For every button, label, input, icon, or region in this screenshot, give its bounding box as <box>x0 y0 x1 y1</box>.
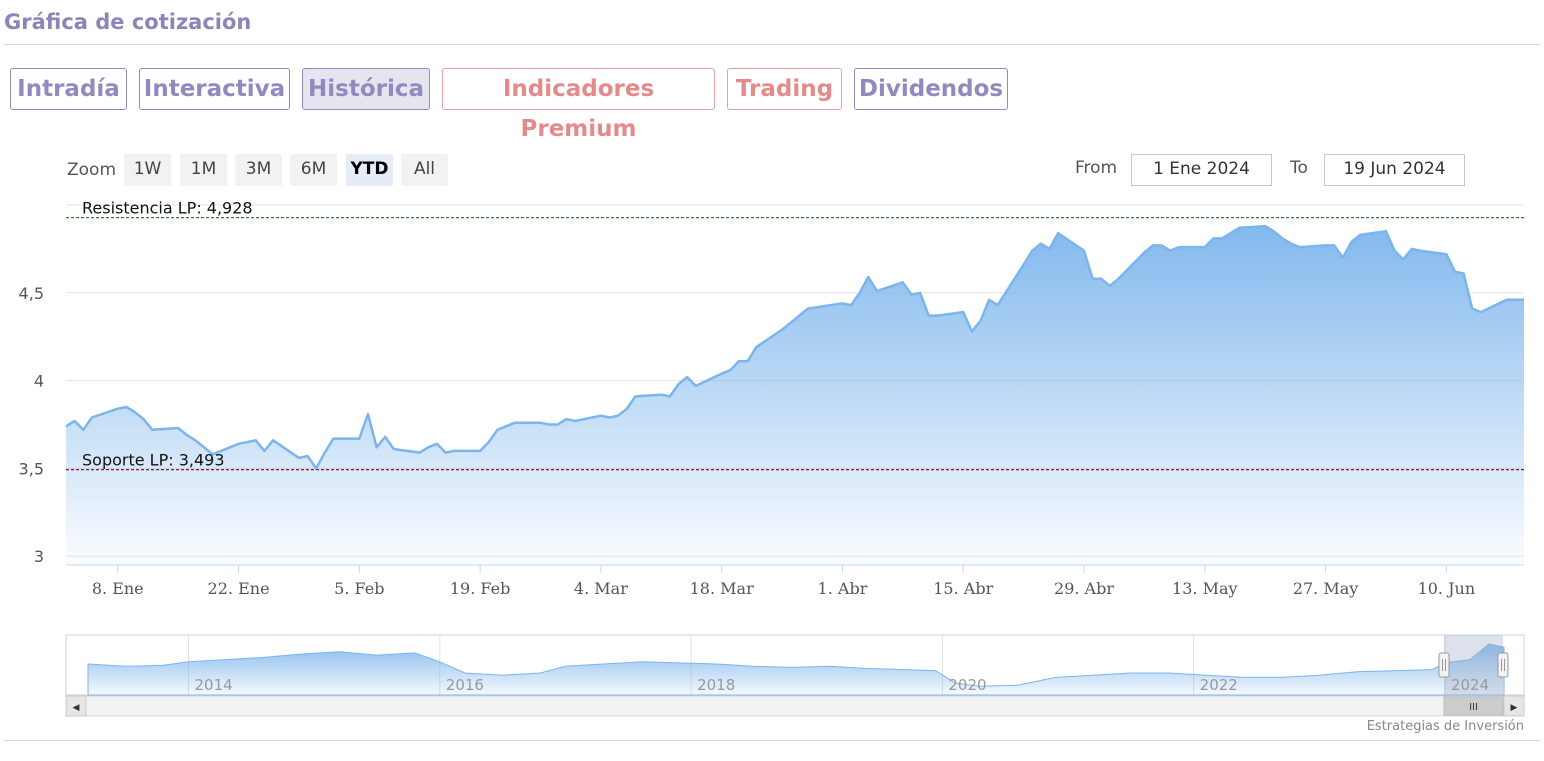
navigator-area <box>87 643 1505 696</box>
tab-interactiva[interactable]: Interactiva <box>139 68 290 110</box>
scrollbar-thumb[interactable] <box>1443 696 1504 716</box>
scrollbar-track[interactable] <box>65 695 1525 717</box>
bottom-divider <box>4 740 1540 741</box>
navigator-year-label: 2020 <box>948 676 986 694</box>
tab-dividendos[interactable]: Dividendos <box>854 68 1008 110</box>
x-tick-label: 5. Feb <box>334 579 384 598</box>
x-tick-label: 4. Mar <box>574 579 628 598</box>
zoom-label: Zoom <box>67 160 117 180</box>
y-tick-label: 3,5 <box>19 459 44 478</box>
scrollbar-left-button[interactable] <box>65 695 87 717</box>
navigator-year-label: 2018 <box>697 676 735 694</box>
y-tick-label: 3 <box>34 547 44 566</box>
navigator[interactable]: 2014 2016 2018 2020 2022 2024 <box>65 634 1525 696</box>
navigator-left-handle[interactable] <box>1438 652 1450 678</box>
chart-credits[interactable]: Estrategias de Inversión <box>1366 719 1524 734</box>
tab-historica[interactable]: Histórica <box>302 68 430 110</box>
page-title: Gráfica de cotización <box>4 10 252 34</box>
y-tick-label: 4,5 <box>19 284 44 303</box>
navigator-year-label: 2014 <box>195 676 233 694</box>
scrollbar-grip-icon: III <box>1469 702 1478 713</box>
tab-intradia[interactable]: Intradía <box>10 68 127 110</box>
price-line <box>65 224 1524 470</box>
zoom-3m-button[interactable]: 3M <box>235 154 282 186</box>
x-tick-label: 13. May <box>1172 579 1238 598</box>
zoom-ytd-button[interactable]: YTD <box>346 154 393 186</box>
navigator-right-handle[interactable] <box>1497 652 1509 678</box>
resistance-label: Resistencia LP: 4,928 <box>82 199 253 218</box>
navigator-year-label: 2024 <box>1451 676 1489 694</box>
navigator-selection-mask[interactable] <box>1444 635 1503 695</box>
from-label: From <box>1075 158 1118 178</box>
navigator-year-label: 2022 <box>1200 676 1238 694</box>
x-tick-label: 8. Ene <box>92 579 144 598</box>
title-divider <box>4 44 1540 45</box>
x-tick-label: 1. Abr <box>818 579 868 598</box>
x-tick-label: 27. May <box>1293 579 1359 598</box>
zoom-all-button[interactable]: All <box>401 154 448 186</box>
scrollbar-right-button[interactable] <box>1503 695 1525 717</box>
x-tick-label: 29. Abr <box>1054 579 1114 598</box>
scrollbar-left-arrow-icon: ◀ <box>73 703 80 713</box>
plot-lines: Resistencia LP: 4,928 Soporte LP: 3,493 <box>66 199 1524 471</box>
x-tick-label: 18. Mar <box>690 579 754 598</box>
y-tick-label: 4 <box>34 372 44 391</box>
x-tick-label: 15. Abr <box>933 579 993 598</box>
price-area <box>66 226 1524 565</box>
to-date-input[interactable]: 19 Jun 2024 <box>1324 154 1465 186</box>
zoom-1m-button[interactable]: 1M <box>180 154 227 186</box>
support-label: Soporte LP: 3,493 <box>82 451 225 470</box>
from-date-input[interactable]: 1 Ene 2024 <box>1131 154 1272 186</box>
x-tick-label: 22. Ene <box>208 579 270 598</box>
zoom-6m-button[interactable]: 6M <box>290 154 337 186</box>
navigator-year-labels: 2014 2016 2018 2020 2022 2024 <box>195 676 1490 694</box>
x-axis: 8. Ene 22. Ene 5. Feb 19. Feb 4. Mar 18. Mar 1… <box>92 565 1475 598</box>
scrollbar-right-arrow-icon: ▶ <box>1511 703 1518 713</box>
tab-trading[interactable]: Trading <box>727 68 842 110</box>
tab-indicadores-premium[interactable]: Indicadores Premium <box>442 68 715 142</box>
x-tick-label: 10. Jun <box>1418 579 1476 598</box>
scrollbar[interactable]: ◀ III ▶ <box>65 695 1525 717</box>
navigator-year-label: 2016 <box>446 676 484 694</box>
y-axis: 3 3,5 4 4,5 <box>19 284 44 566</box>
zoom-1w-button[interactable]: 1W <box>124 154 171 186</box>
x-tick-label: 19. Feb <box>450 579 510 598</box>
to-label: To <box>1290 158 1308 178</box>
